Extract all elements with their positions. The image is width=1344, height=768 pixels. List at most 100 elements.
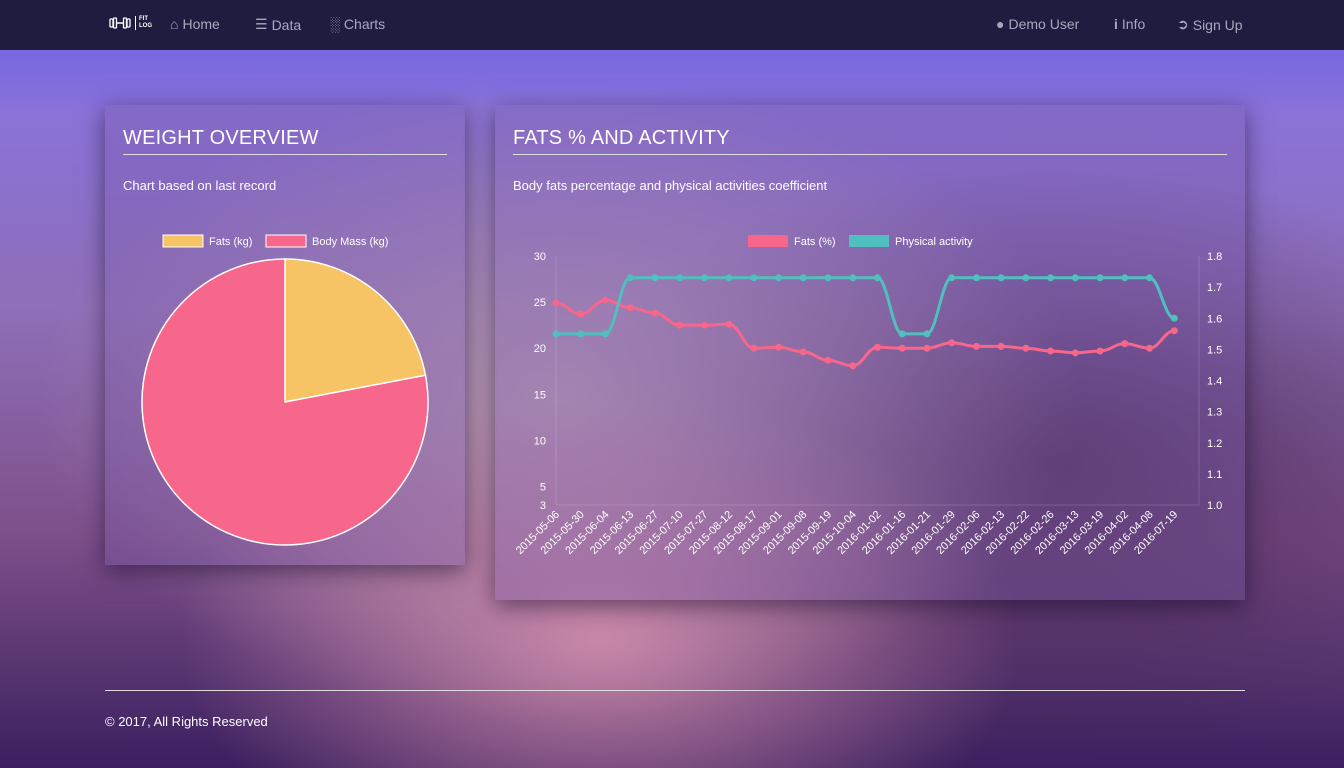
database-icon: ☰ (255, 16, 268, 32)
data-point (651, 274, 659, 282)
data-point (775, 343, 783, 351)
right-tick-label: 1.1 (1207, 469, 1222, 481)
nav-signup[interactable]: ➲ Sign Up (1177, 16, 1243, 33)
data-point (1146, 344, 1154, 352)
nav-user-label: Demo User (1008, 16, 1080, 32)
data-point (577, 330, 585, 338)
data-point (1071, 274, 1079, 282)
divider (513, 154, 1227, 155)
data-point (676, 274, 684, 282)
weight-overview-card: WEIGHT OVERVIEW Chart based on last reco… (105, 105, 465, 565)
data-point (824, 274, 832, 282)
data-point (898, 344, 906, 352)
data-point (1096, 347, 1104, 355)
data-point (997, 274, 1005, 282)
card-subtitle: Body fats percentage and physical activi… (513, 178, 828, 193)
card-title: WEIGHT OVERVIEW (123, 127, 319, 149)
data-point (601, 330, 609, 338)
legend-label: Physical activity (895, 236, 973, 248)
data-point (972, 274, 980, 282)
data-point (651, 309, 659, 317)
data-point (948, 339, 956, 347)
data-point (849, 362, 857, 370)
legend-swatch (265, 234, 307, 248)
data-point (552, 330, 560, 338)
data-point (1170, 327, 1178, 335)
right-tick-label: 1.0 (1207, 500, 1222, 512)
left-tick-label: 20 (534, 343, 546, 355)
data-point (626, 274, 634, 282)
sign-in-icon: ➲ (1177, 16, 1189, 32)
data-point (1170, 314, 1178, 322)
data-point (923, 344, 931, 352)
logo[interactable]: FIT LOG (109, 16, 152, 30)
pie-slice (284, 258, 427, 403)
nav-info-label: Info (1121, 16, 1146, 32)
bar-chart-icon: ░ (330, 16, 340, 32)
data-point (874, 274, 881, 282)
card-subtitle: Chart based on last record (123, 178, 277, 193)
nav-home[interactable]: ⌂ Home (170, 16, 220, 32)
data-point (700, 321, 708, 329)
series-line (555, 298, 1175, 368)
nav-charts-label: Charts (343, 16, 386, 32)
data-point (676, 321, 684, 329)
nav-data[interactable]: ☰ Data (255, 16, 301, 33)
data-point (725, 320, 733, 328)
left-tick-label: 25 (534, 297, 546, 309)
data-point (725, 274, 733, 282)
footer-divider (105, 690, 1245, 691)
data-point (1121, 274, 1129, 282)
card-title: FATS % AND ACTIVITY (513, 127, 730, 149)
data-point (1096, 274, 1104, 282)
dumbbell-icon (109, 17, 131, 29)
legend-label: Fats (%) (794, 236, 836, 248)
left-tick-label: 5 (540, 482, 546, 494)
fats-activity-card: FATS % AND ACTIVITY Body fats percentage… (495, 105, 1245, 600)
right-tick-label: 1.4 (1207, 376, 1222, 388)
data-point (1121, 340, 1129, 348)
legend-label: Body Mass (kg) (312, 236, 388, 248)
data-point (849, 274, 857, 282)
nav-charts[interactable]: ░ Charts (330, 16, 385, 32)
data-point (1071, 349, 1079, 357)
right-tick-label: 1.2 (1207, 438, 1222, 450)
logo-text: FIT LOG (135, 16, 152, 30)
left-tick-label: 30 (534, 251, 546, 263)
data-point (874, 343, 881, 351)
data-point (552, 299, 560, 307)
data-point (923, 330, 931, 338)
data-point (1047, 274, 1055, 282)
data-point (948, 274, 956, 282)
data-point (824, 356, 832, 364)
data-point (972, 342, 980, 350)
nav-data-label: Data (271, 16, 302, 33)
series-line (556, 276, 1175, 336)
nav-info[interactable]: i Info (1114, 16, 1145, 32)
data-point (799, 348, 807, 356)
data-point (577, 310, 585, 318)
data-point (1047, 347, 1055, 355)
data-point (750, 274, 758, 282)
data-point (775, 274, 783, 282)
pie-slice (141, 258, 429, 546)
info-icon: i (1114, 16, 1118, 32)
data-point (626, 304, 634, 312)
legend-swatch (748, 235, 788, 247)
right-tick-label: 1.5 (1207, 344, 1222, 356)
nav-user[interactable]: ● Demo User (996, 16, 1079, 32)
pie-chart: Fats (kg) Body Mass (kg) (141, 234, 429, 546)
left-tick-label: 15 (534, 389, 546, 401)
right-tick-label: 1.6 (1207, 313, 1222, 325)
divider (123, 154, 447, 155)
right-tick-label: 1.8 (1207, 251, 1222, 263)
right-tick-label: 1.3 (1207, 407, 1222, 419)
home-icon: ⌂ (170, 16, 179, 32)
nav-home-label: Home (182, 16, 220, 32)
legend-swatch (162, 234, 204, 248)
line-chart: 3025201510531.81.71.61.51.41.31.21.11.02… (514, 235, 1222, 557)
data-point (1022, 274, 1030, 282)
data-point (700, 274, 708, 282)
nav-signup-label: Sign Up (1192, 16, 1243, 33)
legend-swatch (849, 235, 889, 247)
